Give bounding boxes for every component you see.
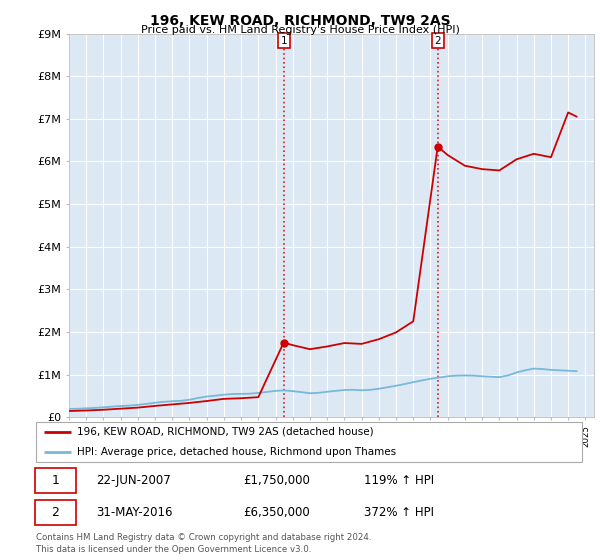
Text: 22-JUN-2007: 22-JUN-2007 — [96, 474, 171, 487]
Text: 119% ↑ HPI: 119% ↑ HPI — [364, 474, 434, 487]
Text: 1: 1 — [280, 35, 287, 45]
Text: 2: 2 — [52, 506, 59, 519]
Text: 372% ↑ HPI: 372% ↑ HPI — [364, 506, 434, 519]
FancyBboxPatch shape — [35, 468, 76, 493]
Text: Price paid vs. HM Land Registry's House Price Index (HPI): Price paid vs. HM Land Registry's House … — [140, 25, 460, 35]
FancyBboxPatch shape — [36, 422, 582, 462]
FancyBboxPatch shape — [35, 500, 76, 525]
Text: 2: 2 — [434, 35, 441, 45]
Text: £6,350,000: £6,350,000 — [244, 506, 310, 519]
Text: 196, KEW ROAD, RICHMOND, TW9 2AS (detached house): 196, KEW ROAD, RICHMOND, TW9 2AS (detach… — [77, 427, 374, 437]
Text: Contains HM Land Registry data © Crown copyright and database right 2024.
This d: Contains HM Land Registry data © Crown c… — [36, 533, 371, 554]
Text: HPI: Average price, detached house, Richmond upon Thames: HPI: Average price, detached house, Rich… — [77, 447, 396, 457]
Text: 31-MAY-2016: 31-MAY-2016 — [96, 506, 173, 519]
Text: 1: 1 — [52, 474, 59, 487]
Text: £1,750,000: £1,750,000 — [244, 474, 310, 487]
Text: 196, KEW ROAD, RICHMOND, TW9 2AS: 196, KEW ROAD, RICHMOND, TW9 2AS — [149, 14, 451, 28]
